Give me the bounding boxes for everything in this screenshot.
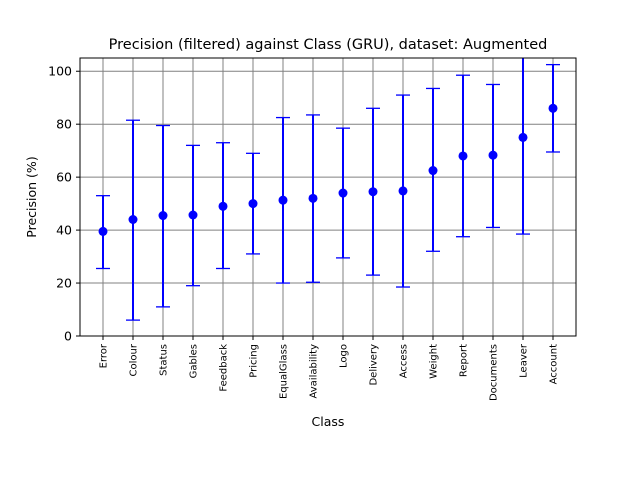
data-point — [428, 166, 438, 176]
x-axis: Error Colour Status Gables Feedback Pricing Eq… — [99, 336, 560, 401]
x-tick-label: Weight — [429, 344, 440, 379]
x-tick-label: Account — [549, 344, 560, 384]
data-point — [398, 186, 408, 196]
data-point — [98, 226, 108, 236]
plot-frame — [79, 57, 577, 337]
y-axis-label: Precision (%) — [24, 156, 39, 237]
data-point — [458, 151, 468, 161]
data-point — [368, 187, 378, 197]
x-axis-label: Class — [312, 414, 345, 429]
chart-title: Precision (filtered) against Class (GRU)… — [109, 37, 548, 53]
x-tick-label: Delivery — [369, 344, 380, 386]
x-tick-label: Leaver — [519, 343, 530, 378]
data-points — [98, 103, 558, 236]
data-point — [518, 132, 528, 142]
y-tick-label: 40 — [56, 223, 72, 238]
x-tick-label: Gables — [189, 344, 200, 378]
data-point — [248, 199, 258, 209]
x-tick-label: Pricing — [249, 344, 260, 378]
plot-area — [79, 57, 577, 337]
data-point — [308, 193, 318, 203]
x-tick-label: Logo — [339, 344, 350, 368]
data-point — [188, 210, 198, 220]
y-tick-label: 60 — [56, 170, 72, 185]
data-point — [128, 215, 138, 225]
y-axis: 0 20 40 60 80 100 — [48, 64, 80, 344]
data-point — [278, 195, 288, 205]
x-tick-label: Report — [459, 344, 470, 377]
data-point — [158, 211, 168, 221]
data-point — [218, 201, 228, 211]
x-tick-label: Status — [159, 344, 170, 376]
y-tick-label: 20 — [56, 276, 72, 291]
x-tick-label: Colour — [129, 343, 140, 376]
x-tick-label: Availability — [309, 344, 320, 399]
y-tick-label: 80 — [56, 117, 72, 132]
x-tick-label: Feedback — [219, 344, 230, 392]
x-tick-label: Access — [399, 344, 410, 378]
data-point — [488, 150, 498, 160]
data-point — [548, 103, 558, 113]
y-tick-label: 100 — [48, 64, 72, 79]
x-tick-label: EqualGlass — [279, 344, 290, 399]
x-tick-label: Error — [99, 343, 110, 368]
x-tick-label: Documents — [489, 344, 500, 401]
data-point — [338, 188, 348, 198]
y-tick-label: 0 — [64, 329, 72, 344]
plot-background — [80, 58, 576, 336]
